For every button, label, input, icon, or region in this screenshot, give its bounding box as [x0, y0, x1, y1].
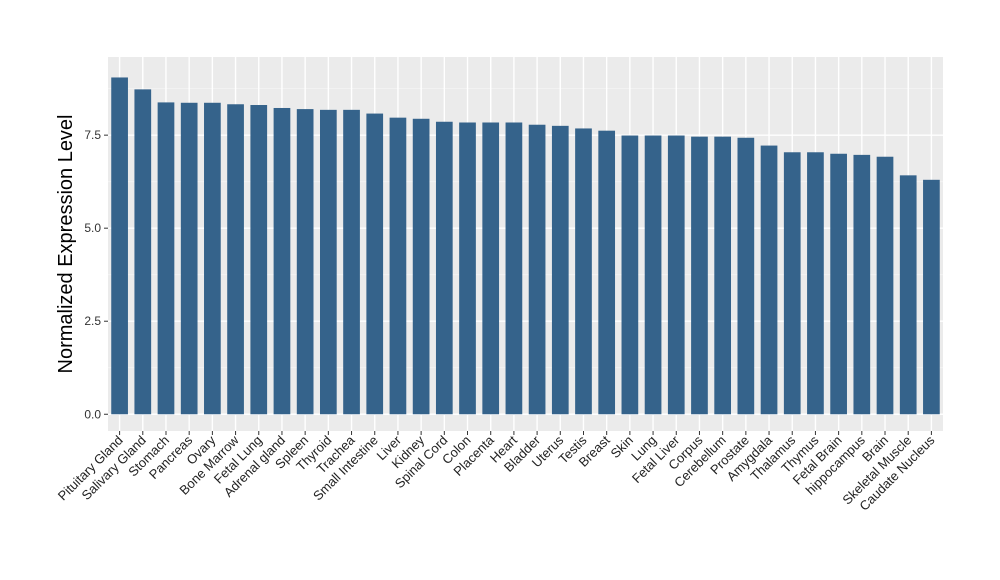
bar	[807, 152, 824, 415]
bar	[250, 105, 268, 415]
bar	[180, 102, 198, 415]
bar	[667, 135, 685, 415]
bar	[830, 153, 847, 415]
bar	[598, 130, 616, 415]
bar	[644, 135, 662, 415]
y-tick-label: 7.5	[84, 128, 101, 142]
bar	[783, 152, 801, 415]
bar	[621, 135, 639, 415]
bar	[366, 113, 384, 415]
bar	[551, 125, 569, 415]
bar	[691, 136, 708, 415]
bar	[273, 107, 291, 415]
bar	[296, 109, 314, 415]
bar	[319, 109, 337, 415]
bar	[204, 102, 221, 415]
bar	[528, 124, 546, 415]
y-tick-label: 5.0	[84, 221, 101, 235]
bar	[899, 175, 917, 415]
bar	[389, 117, 407, 415]
y-tick-label: 2.5	[84, 314, 101, 328]
bar	[435, 121, 453, 415]
bars	[111, 77, 940, 415]
y-axis-label: Normalized Expression Level	[55, 114, 77, 373]
bar	[853, 154, 871, 415]
plot-panel	[108, 57, 943, 431]
bar	[876, 156, 894, 415]
bar	[134, 89, 152, 415]
bar	[482, 122, 500, 415]
bar	[459, 122, 476, 415]
bar	[923, 179, 940, 415]
bar	[111, 77, 128, 415]
bar	[227, 104, 244, 415]
bar	[737, 137, 755, 415]
bar	[157, 102, 175, 415]
bar	[412, 118, 430, 415]
bar	[760, 145, 778, 415]
bar	[714, 136, 732, 415]
y-axis: 0.0 2.5 5.0 7.5	[84, 128, 108, 421]
bar	[343, 109, 360, 415]
bar	[575, 128, 592, 415]
bar	[505, 122, 523, 415]
y-tick-label: 0.0	[84, 407, 101, 421]
